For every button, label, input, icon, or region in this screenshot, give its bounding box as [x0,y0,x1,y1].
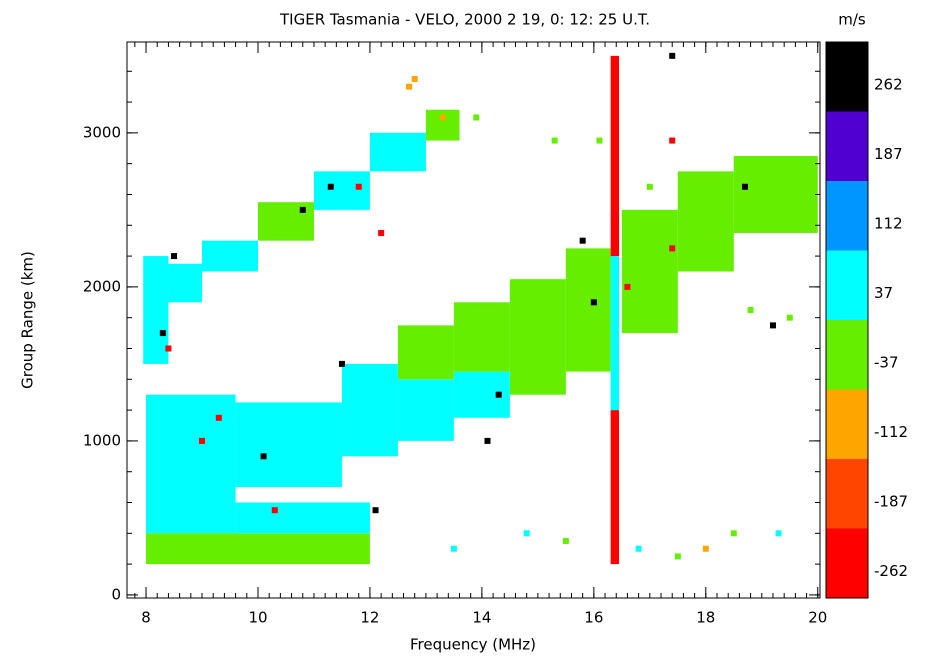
echo-region [509,279,566,395]
colorbar-segment [826,250,868,320]
plot-frame [126,41,821,599]
colorbar-tick-label: -112 [874,423,908,441]
colorbar-frame [825,41,869,599]
echo-cell [260,453,267,460]
echo-cell [327,183,334,190]
y-tick-label: 2000 [83,277,121,295]
y-tick-label: 0 [111,585,121,603]
colorbar-tick-label: -37 [874,353,899,371]
echo-cell [624,283,631,290]
echo-cell [769,322,776,329]
echo-cell [646,183,653,190]
echo-cell [551,137,558,144]
echo-region [168,263,203,303]
echo-region [397,379,454,441]
echo-region [143,256,169,364]
echo-region [146,394,236,534]
echo-cell [747,306,754,313]
x-axis-label: Frequency (MHz) [410,636,536,654]
colorbar-tick-label: 262 [874,75,903,93]
echo-region [425,109,460,141]
echo-cell [702,545,709,552]
colorbar-label: m/s [838,11,866,29]
echo-cell [596,137,603,144]
echo-cell [171,253,178,260]
x-tick-label: 16 [584,609,603,627]
echo-cell [786,314,793,321]
echo-cell [669,137,676,144]
echo-region [397,325,454,380]
echo-cell [299,206,306,213]
colorbar-tick-label: 37 [874,284,893,302]
x-tick-label: 18 [696,609,715,627]
echo-cell [473,114,480,121]
echo-region [146,533,370,565]
colorbar-segment [826,181,868,251]
colorbar-tick-label: 112 [874,214,903,232]
echo-cell [406,83,413,90]
echo-region [235,502,370,534]
colorbar-segment [826,528,868,598]
colorbar-segment [826,42,868,112]
echo-cell [495,391,502,398]
colorbar-tick-label: -187 [874,492,908,510]
echo-region [313,171,370,210]
echo-cell [523,530,530,537]
echo-cell [378,229,385,236]
x-tick-label: 10 [248,609,267,627]
echo-region [677,171,734,272]
x-tick-label: 8 [141,609,151,627]
chart-title: TIGER Tasmania - VELO, 2000 2 19, 0: 12:… [279,11,650,29]
echo-cell [730,530,737,537]
echo-cell [669,245,676,252]
echo-region [369,132,426,172]
echo-region [235,402,342,488]
echo-cell [775,530,782,537]
colorbar-segment [826,389,868,459]
echo-cell [674,553,681,560]
echo-cell [199,437,206,444]
echo-cell [590,299,597,306]
echo-region [621,209,678,334]
echo-cell [372,507,379,514]
echo-region [610,256,620,411]
echo-cell [338,360,345,367]
echo-cell [635,545,642,552]
echo-cell [411,75,418,82]
echo-cell [741,183,748,190]
echo-region [565,248,611,372]
echo-region [610,410,620,565]
x-tick-label: 20 [808,609,827,627]
echo-cell [271,507,278,514]
echo-cell [669,52,676,59]
colorbar-tick-label: 187 [874,145,903,163]
echo-cell [450,545,457,552]
echo-region [341,363,398,457]
x-tick-label: 14 [472,609,491,627]
y-axis-label: Group Range (km) [19,251,37,389]
echo-region [202,240,258,272]
echo-cell [215,414,222,421]
echo-cell [579,237,586,244]
colorbar-tick-label: -262 [874,562,908,580]
echo-cell [355,183,362,190]
echo-cell [159,330,166,337]
echo-region [733,155,818,233]
echo-region [610,55,620,257]
echo-cell [439,114,446,121]
y-tick-label: 3000 [83,123,121,141]
echo-cell [562,538,569,545]
echo-cell [165,345,172,352]
colorbar-segment [826,111,868,181]
echo-cell [484,437,491,444]
colorbar-segment [826,459,868,529]
echo-region [453,302,510,372]
y-tick-label: 1000 [83,431,121,449]
x-tick-label: 12 [360,609,379,627]
colorbar-segment [826,320,868,390]
